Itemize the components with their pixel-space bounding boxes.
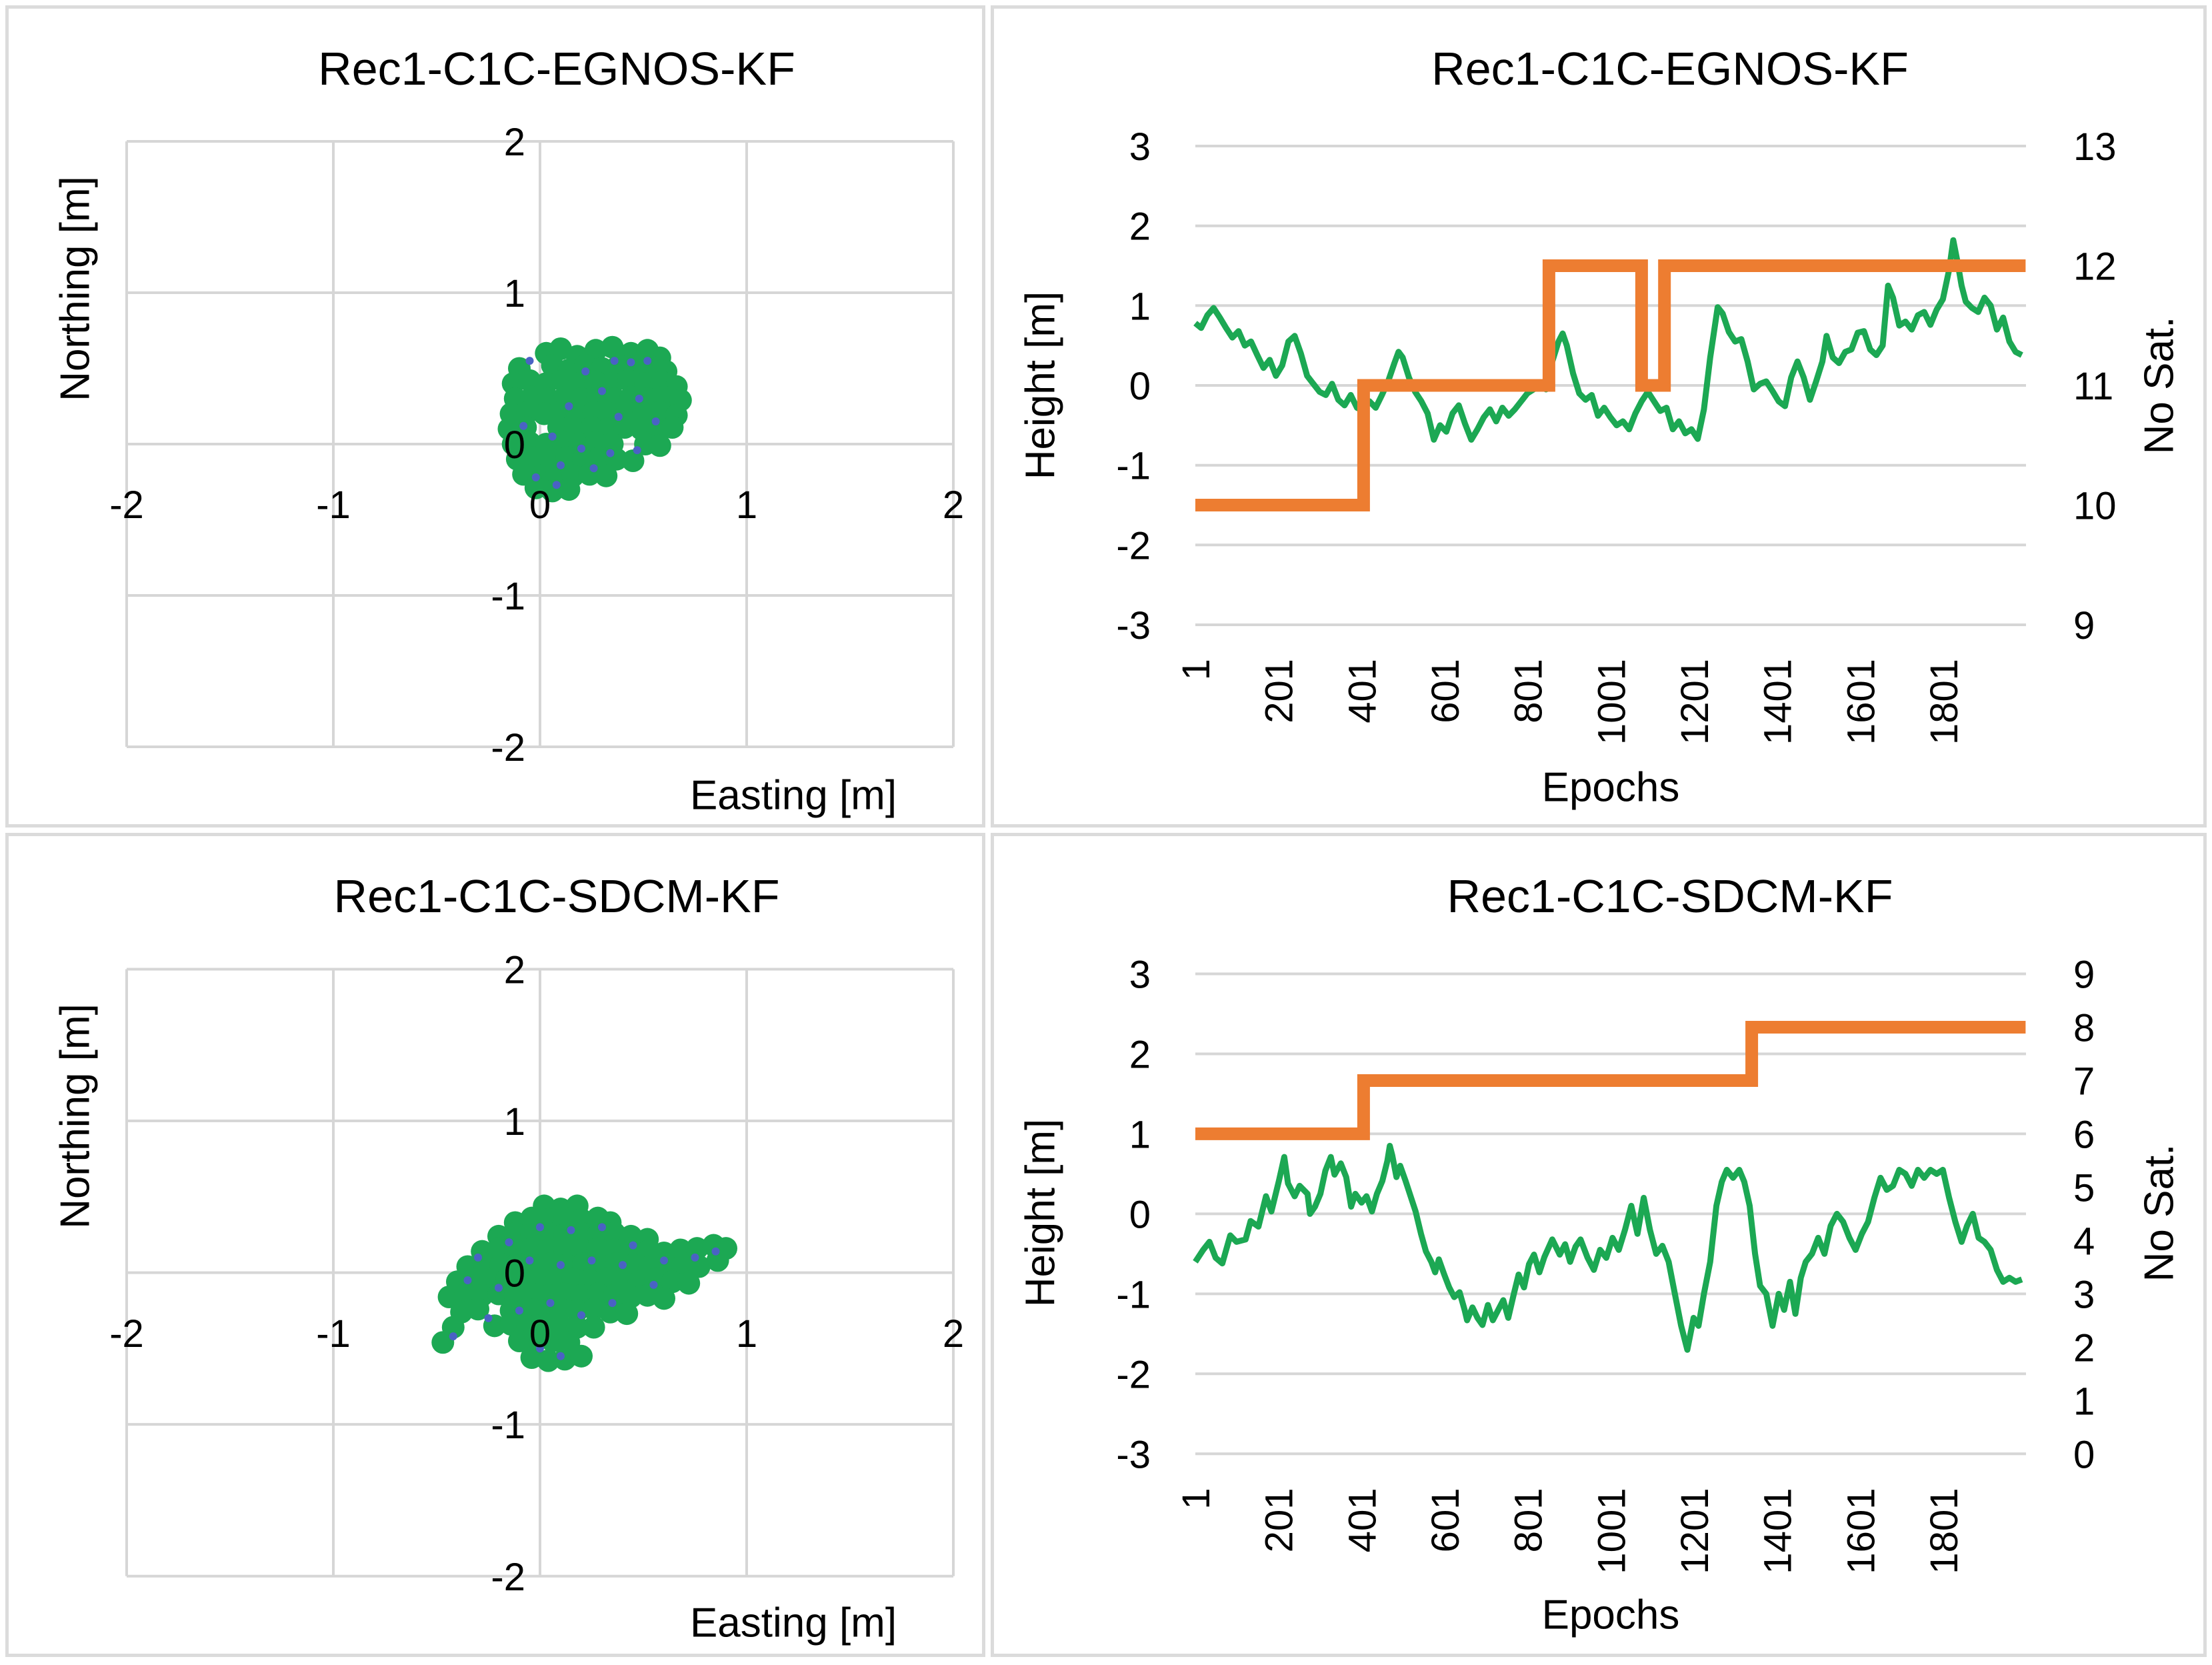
svg-text:-2: -2 [1116, 1353, 1151, 1396]
svg-text:801: 801 [1507, 659, 1551, 723]
y-axis-title: Northing [m] [52, 1004, 99, 1229]
chart-title: Rec1-C1C-SDCM-KF [333, 870, 780, 922]
svg-text:-1: -1 [1116, 445, 1151, 488]
left-axis-title: Height [m] [1017, 291, 1064, 480]
svg-text:0: 0 [1129, 365, 1151, 408]
svg-text:601: 601 [1424, 659, 1467, 723]
svg-text:1801: 1801 [1923, 659, 1966, 745]
svg-text:4: 4 [2073, 1220, 2095, 1263]
svg-text:1601: 1601 [1839, 1488, 1883, 1574]
svg-text:1: 1 [1175, 1488, 1218, 1509]
svg-text:1: 1 [504, 272, 525, 315]
svg-text:1601: 1601 [1839, 659, 1883, 745]
svg-text:0: 0 [529, 483, 551, 527]
svg-text:-2: -2 [109, 483, 144, 527]
panel-egnos-height: 3 2 1 0 -1 -2 -3 13 12 11 10 9 1 201 401 601 801 1001 1201… [991, 5, 2207, 827]
svg-text:7: 7 [2073, 1060, 2095, 1103]
svg-text:13: 13 [2073, 125, 2117, 169]
svg-text:-1: -1 [316, 1312, 351, 1356]
panel-sdcm-height: 3 2 1 0 -1 -2 -3 9 8 7 6 5 4 3 2 1 0 1 201 401 601 801 1001 120… [991, 833, 2207, 1657]
svg-text:2: 2 [2073, 1326, 2095, 1370]
chart-title: Rec1-C1C-EGNOS-KF [318, 43, 795, 95]
svg-text:2: 2 [943, 1312, 964, 1356]
svg-text:-2: -2 [491, 726, 525, 769]
svg-text:10: 10 [2073, 485, 2117, 528]
svg-text:3: 3 [1129, 125, 1151, 169]
svg-text:0: 0 [529, 1312, 551, 1356]
svg-text:11: 11 [2073, 365, 2113, 408]
svg-text:9: 9 [2073, 604, 2095, 647]
x-axis-title: Easting [m] [689, 772, 897, 819]
svg-text:-2: -2 [1116, 524, 1151, 567]
svg-text:-2: -2 [491, 1556, 525, 1599]
svg-text:1: 1 [1129, 1113, 1151, 1156]
egnos-scatter-canvas: -2 -1 0 1 2 2 1 0 -1 -2 [109, 121, 964, 769]
panel-egnos-scatter: -2 -1 0 1 2 2 1 0 -1 -2 Rec1-C1C-EGNOS-KF Northin… [5, 5, 985, 827]
svg-text:1801: 1801 [1923, 1488, 1966, 1574]
svg-text:0: 0 [504, 1252, 525, 1296]
svg-text:-1: -1 [491, 575, 525, 618]
svg-text:1001: 1001 [1590, 659, 1633, 745]
svg-text:-1: -1 [491, 1404, 525, 1447]
right-axis-title: No Sat. [2136, 1144, 2183, 1282]
svg-text:12: 12 [2073, 245, 2117, 288]
svg-text:-3: -3 [1116, 1433, 1151, 1476]
svg-text:401: 401 [1341, 659, 1384, 723]
svg-text:3: 3 [1129, 953, 1151, 996]
svg-text:2: 2 [943, 483, 964, 527]
svg-text:2: 2 [1129, 205, 1151, 249]
svg-text:1: 1 [736, 1312, 757, 1356]
svg-text:2: 2 [1129, 1033, 1151, 1076]
chart-title: Rec1-C1C-EGNOS-KF [1431, 43, 1909, 95]
svg-text:0: 0 [504, 423, 525, 467]
left-axis-title: Height [m] [1017, 1118, 1064, 1308]
svg-text:6: 6 [2073, 1113, 2095, 1156]
svg-text:1201: 1201 [1673, 659, 1717, 745]
x-axis-title: Epochs [1541, 764, 1680, 811]
svg-text:201: 201 [1258, 659, 1301, 723]
x-axis-title: Epochs [1541, 1592, 1680, 1638]
svg-text:1401: 1401 [1757, 1488, 1800, 1574]
svg-text:5: 5 [2073, 1166, 2095, 1210]
svg-text:601: 601 [1424, 1488, 1467, 1552]
panel-sdcm-scatter: -2 -1 0 1 2 2 1 0 -1 -2 Rec1-C1C-SDCM-KF Northing… [5, 833, 985, 1657]
x-axis-title: Easting [m] [689, 1600, 897, 1646]
svg-text:-2: -2 [109, 1312, 144, 1356]
svg-text:-3: -3 [1116, 604, 1151, 647]
right-axis-title: No Sat. [2136, 316, 2183, 455]
svg-text:1: 1 [2073, 1380, 2095, 1423]
svg-text:3: 3 [2073, 1273, 2095, 1316]
sdcm-scatter-canvas: -2 -1 0 1 2 2 1 0 -1 -2 [109, 948, 964, 1599]
svg-text:0: 0 [2073, 1433, 2095, 1476]
svg-text:9: 9 [2073, 953, 2095, 996]
svg-text:1: 1 [504, 1100, 525, 1144]
svg-text:1001: 1001 [1590, 1488, 1633, 1574]
svg-text:2: 2 [504, 948, 525, 992]
svg-text:8: 8 [2073, 1006, 2095, 1050]
svg-text:0: 0 [1129, 1193, 1151, 1236]
svg-text:-1: -1 [1116, 1273, 1151, 1316]
svg-text:1201: 1201 [1673, 1488, 1717, 1574]
svg-text:1: 1 [736, 483, 757, 527]
chart-title: Rec1-C1C-SDCM-KF [1447, 870, 1893, 922]
svg-text:201: 201 [1258, 1488, 1301, 1552]
svg-text:401: 401 [1341, 1488, 1384, 1552]
svg-text:1401: 1401 [1757, 659, 1800, 745]
svg-text:2: 2 [504, 121, 525, 164]
svg-text:-1: -1 [316, 483, 351, 527]
svg-text:801: 801 [1507, 1488, 1551, 1552]
svg-text:1: 1 [1129, 285, 1151, 328]
y-axis-title: Northing [m] [52, 176, 99, 401]
svg-text:1: 1 [1175, 659, 1218, 680]
